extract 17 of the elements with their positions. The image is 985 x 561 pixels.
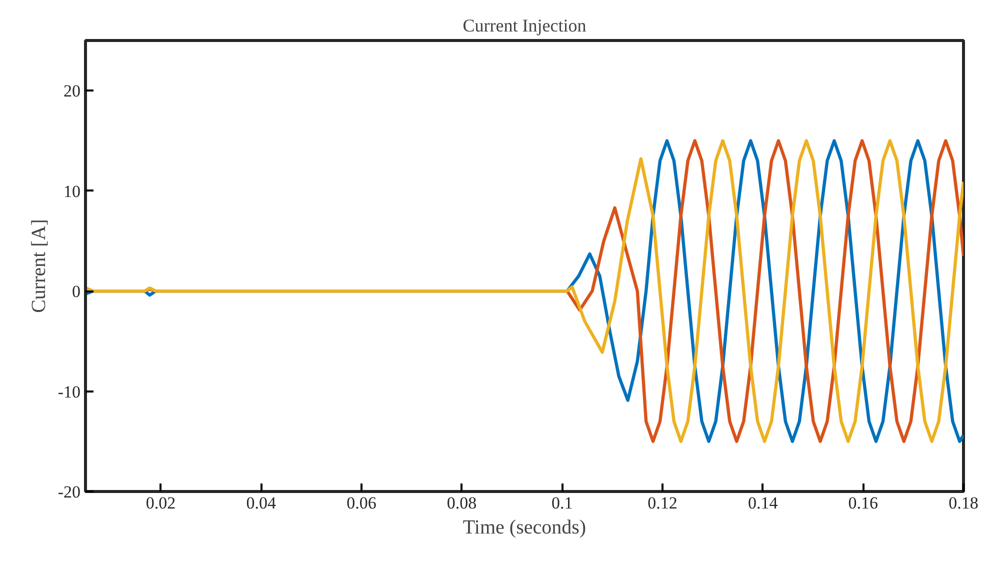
y-tick-label: 0 (72, 282, 80, 302)
x-tick-label: 0.16 (848, 494, 878, 512)
x-axis-title: Time (seconds) (462, 516, 586, 538)
y-tick-label: -10 (58, 382, 81, 402)
chart-title: Current Injection (462, 16, 586, 36)
x-tick-label: 0.02 (146, 494, 176, 512)
x-tick-label: 0.14 (748, 494, 778, 512)
x-tick-label: 0.06 (346, 494, 376, 512)
x-tick-label: 0.08 (446, 494, 477, 512)
y-tick-label: 20 (64, 82, 80, 101)
y-axis-title: Current [A] (28, 219, 50, 313)
x-tick-label: 0.1 (552, 494, 573, 512)
x-tick-label: 0.12 (648, 494, 678, 512)
y-tick-label: -20 (58, 482, 81, 502)
x-tick-label: 0.04 (246, 494, 276, 512)
y-tick-label: 10 (64, 182, 80, 201)
x-tick-label: 0.18 (948, 494, 978, 512)
